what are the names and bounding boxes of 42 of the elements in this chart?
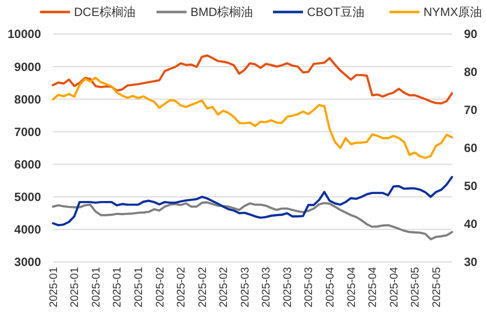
y-tick-label: 4000 <box>14 222 42 237</box>
y-tick-label: 9000 <box>14 60 42 74</box>
legend-label: CBOT豆油 <box>307 5 364 20</box>
legend-label: NYMX原油 <box>424 5 482 20</box>
y-tick-label: 7000 <box>14 124 42 139</box>
x-tick-label: 2025-05 <box>430 267 443 308</box>
x-tick-label: 2025-01 <box>132 267 145 308</box>
y2-tick-label: 90 <box>464 27 478 42</box>
x-tick-label: 2025-02 <box>196 267 209 308</box>
x-tick-label: 2025-02 <box>218 267 230 308</box>
y2-tick-label: 80 <box>464 65 478 80</box>
y-tick-label: 5000 <box>14 190 42 204</box>
legend-label: BMD棕榈油 <box>190 5 254 20</box>
x-tick-label: 2025-03 <box>282 267 294 308</box>
line-series <box>52 54 454 104</box>
y-tick-label: 6000 <box>14 157 42 172</box>
x-tick-label: 2025-01 <box>112 267 124 308</box>
x-tick-label: 2025-05 <box>410 267 422 308</box>
x-tick-label: 2025-04 <box>367 267 380 308</box>
x-tick-label: 2025-04 <box>388 267 400 308</box>
x-tick-label: 2025-03 <box>260 267 273 308</box>
y-tick-label: 3000 <box>14 255 42 270</box>
y2-tick-label: 50 <box>464 179 478 194</box>
line-series <box>52 201 454 240</box>
x-tick-label: 2025-02 <box>176 267 188 308</box>
y-tick-label: 10000 <box>8 27 42 42</box>
y2-tick-label: 70 <box>464 103 478 118</box>
y2-tick-label: 60 <box>464 141 478 156</box>
x-tick-label: 2025-04 <box>346 267 358 308</box>
x-tick-label: 2025-04 <box>324 267 336 308</box>
y2-tick-label: 30 <box>464 255 478 270</box>
line-series <box>52 176 454 226</box>
x-tick-label: 2025-01 <box>48 267 60 308</box>
y2-tick-label: 40 <box>464 217 478 232</box>
y-tick-label: 8000 <box>14 92 42 106</box>
line-series <box>52 76 454 159</box>
x-tick-label: 2025-03 <box>303 267 316 308</box>
x-tick-label: 2025-03 <box>239 267 252 308</box>
x-tick-label: 2025-02 <box>154 267 166 308</box>
x-tick-label: 2025-01 <box>90 267 102 308</box>
x-tick-label: 2025-01 <box>69 267 82 308</box>
legend-label: DCE棕榈油 <box>74 5 136 20</box>
